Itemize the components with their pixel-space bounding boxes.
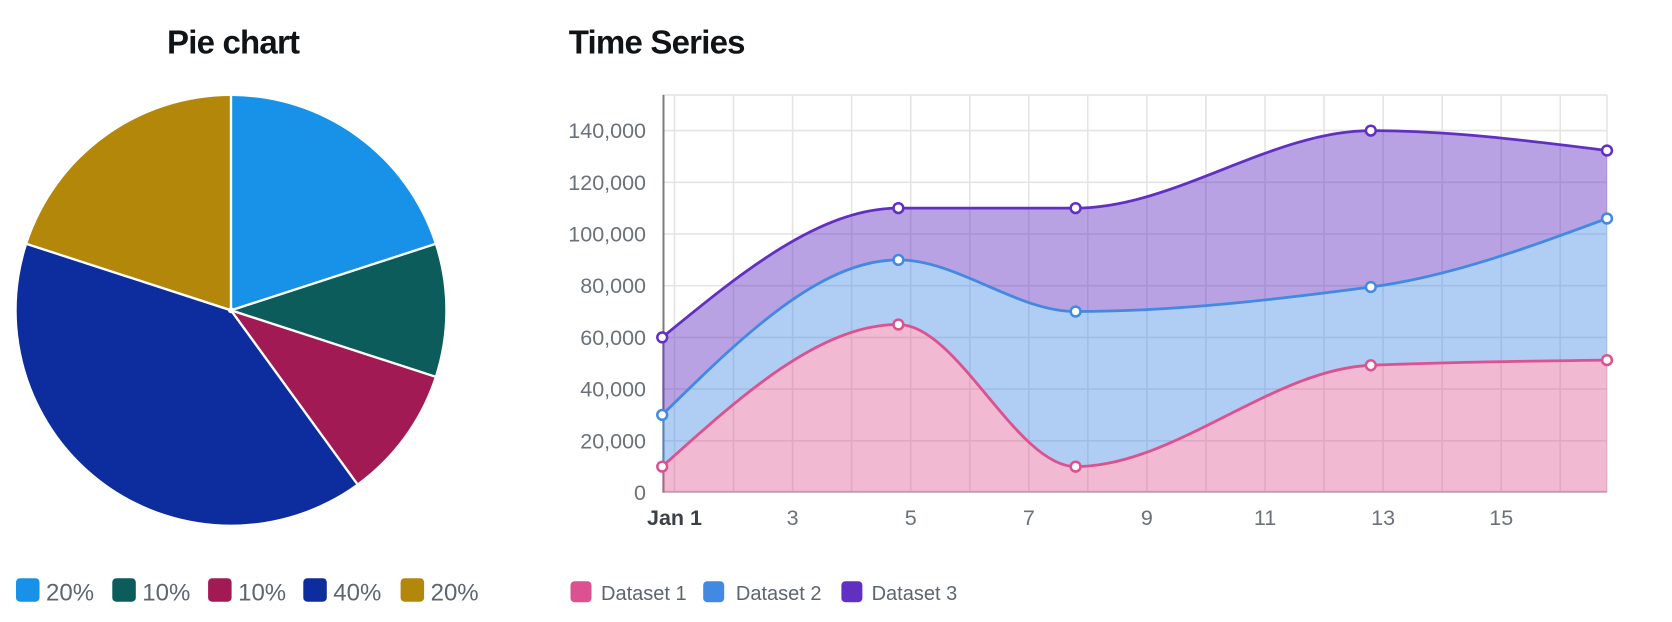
svg-text:15: 15 bbox=[1489, 506, 1513, 530]
svg-text:11: 11 bbox=[1254, 506, 1276, 530]
svg-text:60,000: 60,000 bbox=[580, 326, 646, 350]
svg-text:20%: 20% bbox=[46, 580, 94, 607]
svg-text:20,000: 20,000 bbox=[580, 429, 646, 453]
svg-text:40%: 40% bbox=[333, 580, 381, 607]
svg-text:Time Series: Time Series bbox=[569, 24, 745, 61]
svg-text:9: 9 bbox=[1141, 506, 1153, 530]
svg-text:100,000: 100,000 bbox=[568, 223, 646, 247]
svg-text:20%: 20% bbox=[431, 580, 479, 607]
svg-text:0: 0 bbox=[634, 481, 646, 505]
svg-text:40,000: 40,000 bbox=[580, 378, 646, 402]
svg-text:Dataset 1: Dataset 1 bbox=[601, 583, 687, 605]
svg-text:140,000: 140,000 bbox=[568, 119, 646, 143]
svg-text:80,000: 80,000 bbox=[580, 274, 646, 298]
svg-text:7: 7 bbox=[1023, 506, 1035, 530]
svg-text:10%: 10% bbox=[142, 580, 190, 607]
svg-text:Pie chart: Pie chart bbox=[167, 24, 300, 61]
svg-text:Jan 1: Jan 1 bbox=[647, 506, 702, 530]
svg-text:5: 5 bbox=[905, 506, 917, 530]
svg-text:120,000: 120,000 bbox=[568, 171, 646, 195]
svg-text:10%: 10% bbox=[238, 580, 286, 607]
svg-text:13: 13 bbox=[1371, 506, 1395, 530]
svg-text:3: 3 bbox=[787, 506, 799, 530]
svg-text:Dataset 3: Dataset 3 bbox=[872, 583, 958, 605]
svg-text:Dataset 2: Dataset 2 bbox=[736, 583, 822, 605]
